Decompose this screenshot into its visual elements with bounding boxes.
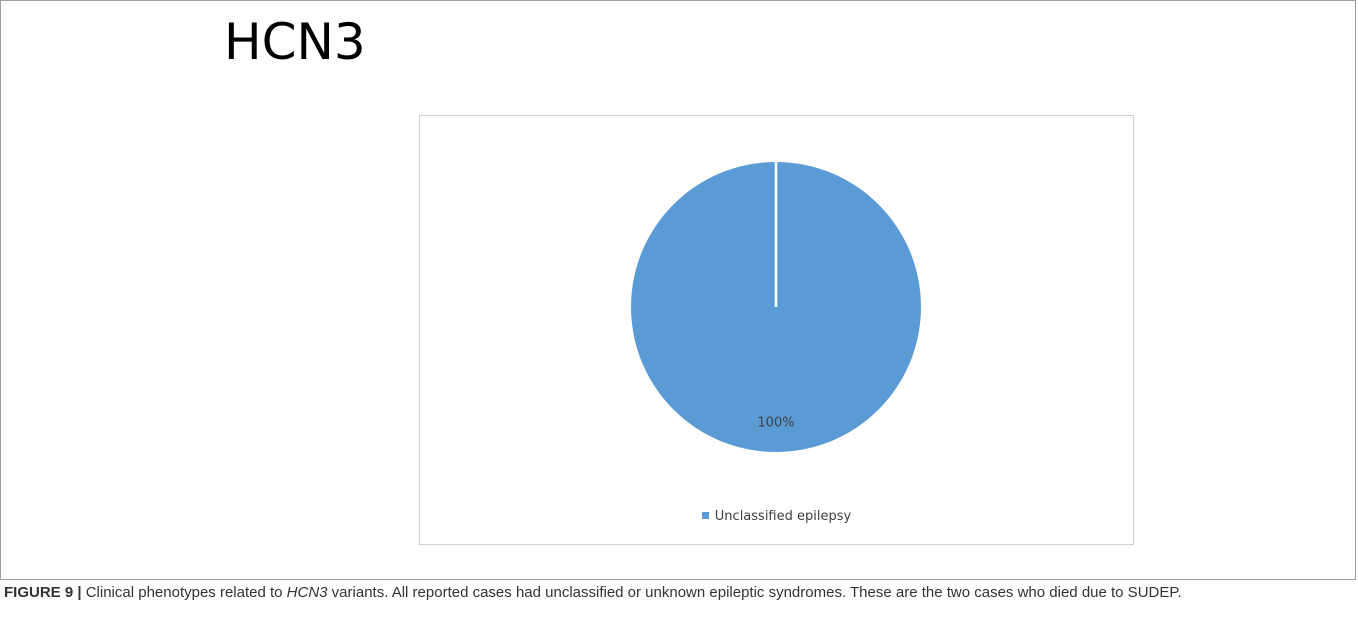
- legend-label: Unclassified epilepsy: [714, 509, 852, 524]
- figure-header-title: HCN3: [224, 13, 366, 71]
- pie-chart: 100%: [631, 162, 921, 452]
- chart-legend: Unclassified epilepsy: [420, 509, 1133, 524]
- caption-text-before: Clinical phenotypes related to: [81, 584, 287, 601]
- figure-frame: HCN3 100% Unclassified epilepsy: [0, 0, 1356, 580]
- caption-text-after: variants. All reported cases had unclass…: [327, 584, 1182, 601]
- caption-gene-name: HCN3: [286, 584, 328, 601]
- pie-chart-container: 100% Unclassified epilepsy: [419, 115, 1134, 545]
- pie-data-label: 100%: [757, 416, 794, 431]
- figure-caption: FIGURE 9 | Clinical phenotypes related t…: [4, 582, 1349, 603]
- caption-figure-label: FIGURE 9 |: [4, 584, 82, 601]
- legend-swatch: [701, 512, 709, 519]
